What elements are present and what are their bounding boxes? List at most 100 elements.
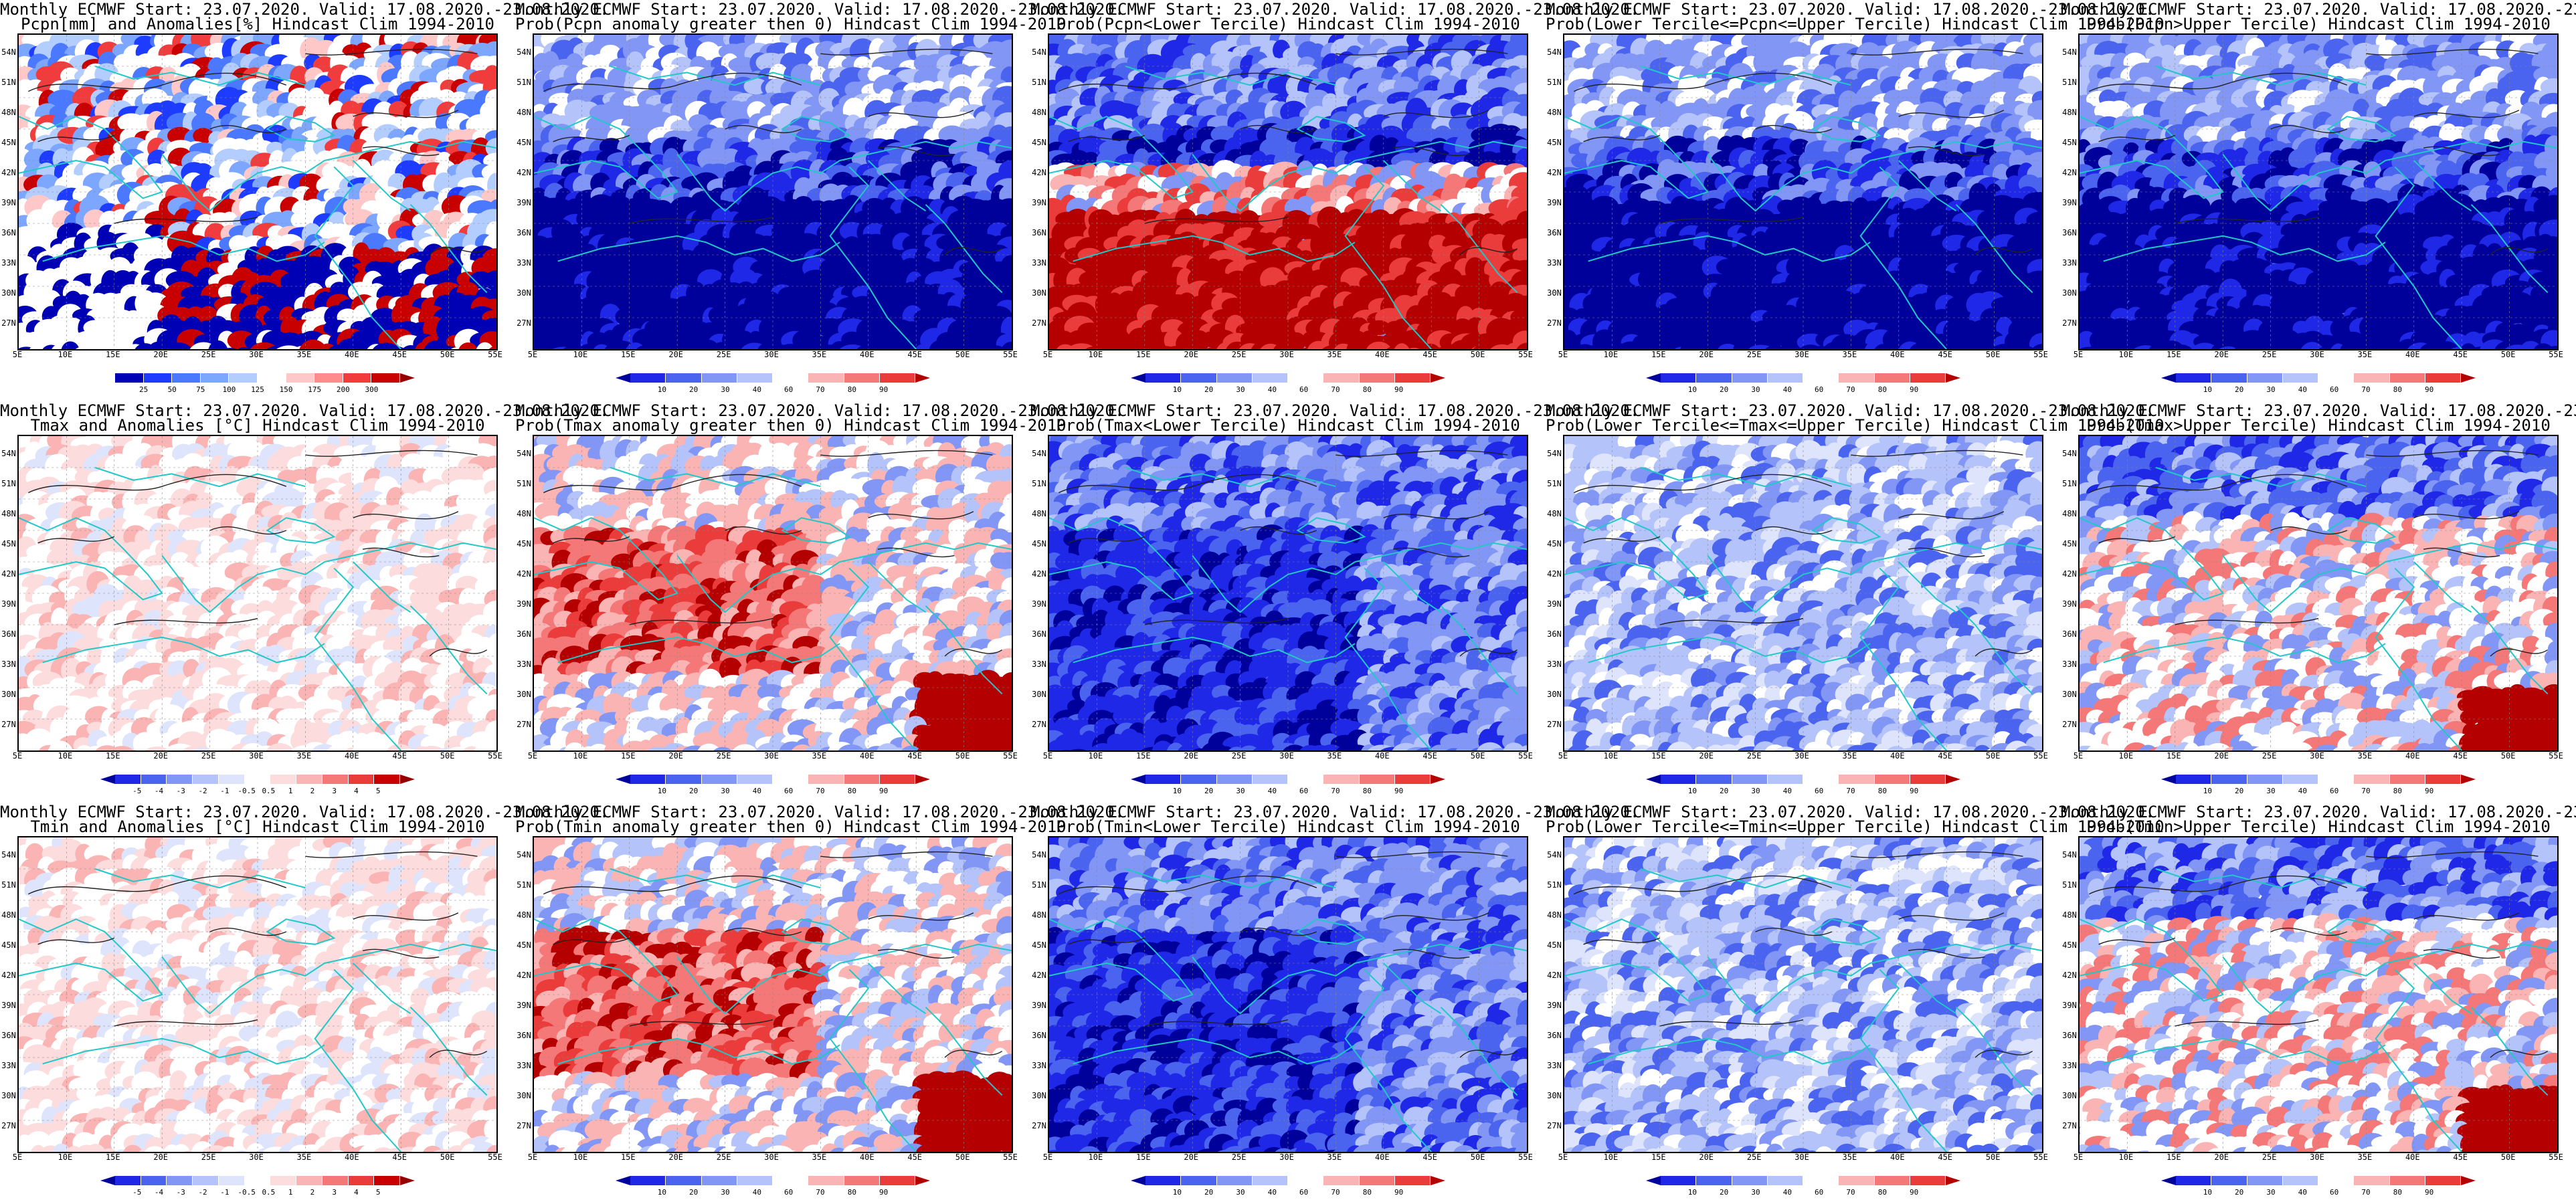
colorbar-segment: [808, 373, 844, 383]
coastline: [266, 116, 336, 142]
field-cell: [29, 344, 44, 349]
colorbar-segment: [630, 373, 666, 383]
colorbar-segment: [1323, 373, 1360, 383]
field-cell: [299, 339, 327, 349]
longitude-label: 40E: [1374, 350, 1390, 359]
coastline: [161, 153, 325, 212]
coastline: [829, 166, 917, 349]
latitude-label: 30N: [1032, 288, 1046, 298]
longitude-label: 40E: [344, 350, 359, 359]
longitude-label: 50E: [440, 350, 455, 359]
colorbar-tick-label: 30: [721, 385, 730, 394]
field-cell: [759, 318, 777, 340]
field-cell: [952, 340, 974, 349]
longitude-label: 5E: [527, 350, 538, 359]
colorbar-segment: [1910, 373, 1946, 383]
panel-title-line2: Pcpn[mm] and Anomalies[%] Hindcast Clim …: [20, 15, 494, 33]
colorbar-segment: [343, 373, 372, 383]
colorbar-min-arrow: [1646, 373, 1661, 383]
contour-line: [209, 125, 287, 133]
colorbar-min-arrow: [100, 373, 115, 383]
colorbar-tick-label: 70: [1331, 385, 1340, 394]
colorbar-tick-label: 30: [1236, 385, 1245, 394]
contour-line: [543, 72, 802, 92]
colorbar-tick-label: 80: [847, 385, 856, 394]
latitude-label: 45N: [517, 138, 531, 147]
field-cell: [61, 341, 80, 349]
colorbar-segment: [1394, 373, 1431, 383]
colorbar-segment: [172, 373, 201, 383]
colorbar-segment: [1732, 373, 1768, 383]
field-cell: [485, 138, 496, 158]
field-cell: [1001, 341, 1012, 349]
contour-line: [820, 48, 993, 56]
colorbar-segment: [1696, 373, 1732, 383]
colorbar-tick-label: 60: [1299, 385, 1309, 394]
contour-line: [37, 134, 115, 142]
coastline: [839, 140, 1012, 161]
colorbar-tick-label: 40: [1782, 385, 1792, 394]
colorbar-tick-label: 200: [336, 385, 350, 394]
longitude-label: 45E: [907, 350, 923, 359]
contour-line: [362, 146, 440, 157]
colorbar-min-arrow: [616, 373, 630, 383]
latitude-label: 42N: [517, 168, 531, 177]
field-cell: [757, 342, 777, 349]
field-cell: [481, 189, 496, 204]
latitude-label: 54N: [1547, 47, 1562, 57]
colorbar-segment: [737, 373, 773, 383]
longitude-label: 55E: [1003, 350, 1018, 359]
longitude-label: 5E: [12, 350, 23, 359]
field-cell: [402, 344, 420, 349]
field-cell: [424, 340, 449, 349]
panel-title-line1: Monthly ECMWF Start: 23.07.2020. Valid: …: [1030, 0, 1640, 19]
latitude-label: 54N: [1, 47, 16, 57]
longitude-label: 35E: [296, 350, 312, 359]
longitude-label: 10E: [573, 350, 588, 359]
colorbar-segment: [229, 373, 258, 383]
coastline: [314, 166, 401, 349]
colorbar-segment: [1874, 373, 1910, 383]
longitude-label: 5E: [1042, 350, 1053, 359]
latitude-label: 45N: [1547, 138, 1562, 147]
latitude-label: 27N: [1547, 318, 1562, 328]
field-cell: [223, 347, 238, 349]
latitude-label: 27N: [517, 318, 531, 328]
longitude-label: 55E: [1518, 350, 1533, 359]
colorbar-max-arrow: [400, 373, 415, 383]
contour-line: [114, 216, 258, 224]
field-cell: [484, 41, 496, 61]
colorbar-segment: [1767, 373, 1803, 383]
colorbar-tick-label: 40: [1267, 385, 1277, 394]
latitude-label: 27N: [1, 318, 16, 328]
colorbar-segment: [1359, 373, 1395, 383]
latitude-label: 33N: [1547, 258, 1562, 268]
colorbar-max-arrow: [915, 373, 930, 383]
longitude-label: 35E: [812, 350, 827, 359]
coastline: [868, 160, 927, 212]
longitude-label: 25E: [201, 350, 216, 359]
colorbar-tick-label: 80: [1877, 385, 1887, 394]
colorbar-segment: [143, 373, 173, 383]
colorbar: [1131, 373, 1445, 383]
field-cell: [746, 213, 764, 229]
contour-line: [868, 110, 974, 118]
colorbar-segment: [1839, 373, 1875, 383]
field-cell: [778, 344, 803, 349]
longitude-label: 20E: [668, 350, 684, 359]
longitude-label: 25E: [716, 350, 731, 359]
colorbar-segment: [1288, 373, 1324, 383]
latitude-label: 48N: [517, 108, 531, 117]
colorbar: [1646, 373, 1960, 383]
contour-line: [629, 216, 773, 224]
field-cell: [970, 348, 979, 349]
longitude-label: 30E: [1279, 350, 1294, 359]
field-cell: [276, 345, 302, 349]
latitude-label: 51N: [517, 78, 531, 87]
contour-line: [553, 134, 630, 142]
latitude-label: 39N: [1547, 198, 1562, 207]
coastline: [610, 66, 821, 86]
latitude-label: 30N: [517, 288, 531, 298]
panel-title-line2: Prob(Pcpn anomaly greater then 0) Hindca…: [515, 15, 1067, 33]
colorbar-segment: [286, 373, 315, 383]
